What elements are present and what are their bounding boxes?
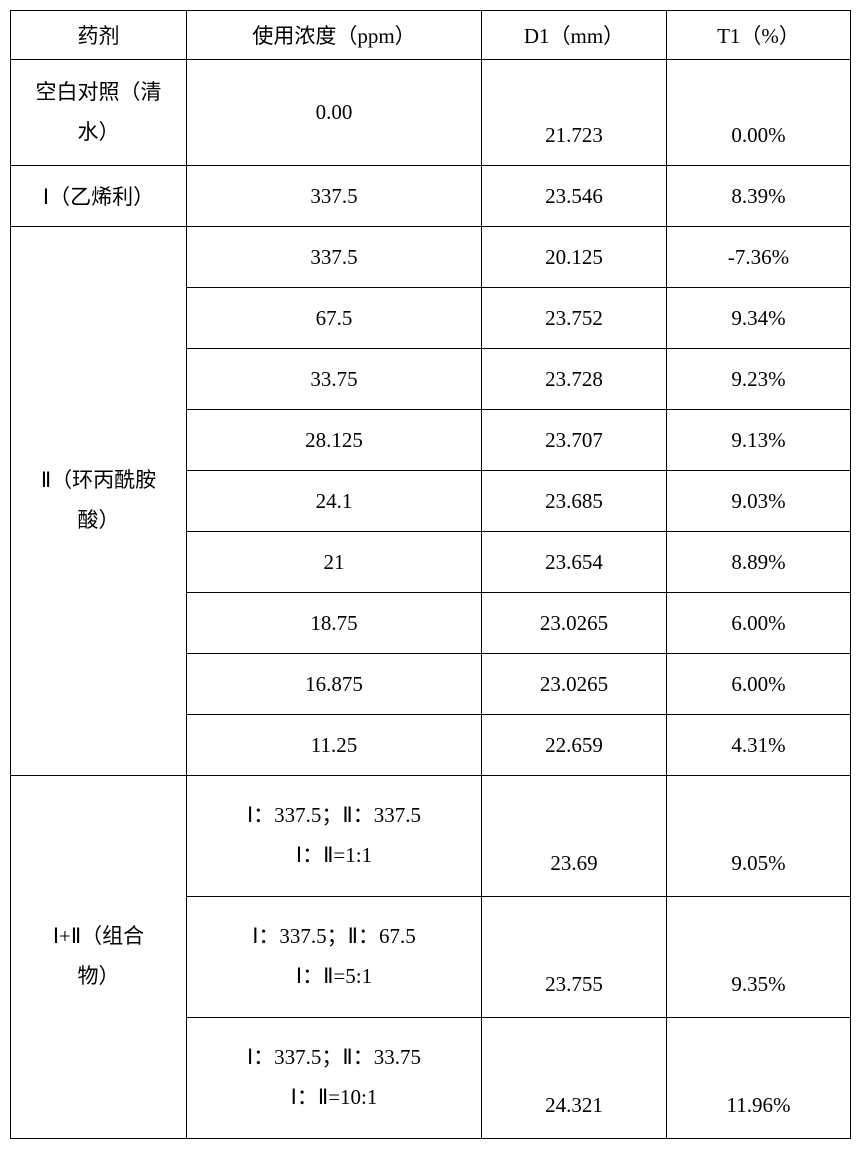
cell-d1: 22.659: [482, 715, 667, 776]
cell-conc: Ⅰ：337.5；Ⅱ：67.5 Ⅰ：Ⅱ=5:1: [187, 897, 482, 1018]
cell-agent: Ⅰ（乙烯利）: [11, 166, 187, 227]
text: Ⅰ：337.5；Ⅱ：337.5: [247, 803, 421, 827]
row-combo-0: Ⅰ+Ⅱ（组合 物） Ⅰ：337.5；Ⅱ：337.5 Ⅰ：Ⅱ=1:1 23.69 …: [11, 776, 851, 897]
cell-conc: 0.00: [187, 60, 482, 166]
cell-conc: 24.1: [187, 471, 482, 532]
row-i: Ⅰ（乙烯利） 337.5 23.546 8.39%: [11, 166, 851, 227]
text: Ⅰ：337.5；Ⅱ：33.75: [247, 1045, 421, 1069]
cell-t1: 9.23%: [667, 349, 851, 410]
cell-d1: 23.0265: [482, 654, 667, 715]
cell-conc: 21: [187, 532, 482, 593]
text: Ⅰ：Ⅱ=10:1: [291, 1085, 378, 1109]
cell-conc: 16.875: [187, 654, 482, 715]
row-ii-0: Ⅱ（环丙酰胺 酸） 337.5 20.125 -7.36%: [11, 227, 851, 288]
text: 酸）: [78, 508, 120, 532]
cell-d1: 20.125: [482, 227, 667, 288]
cell-d1: 23.755: [482, 897, 667, 1018]
header-t1: T1（%）: [667, 11, 851, 60]
cell-conc: 11.25: [187, 715, 482, 776]
cell-t1: 8.39%: [667, 166, 851, 227]
header-conc: 使用浓度（ppm）: [187, 11, 482, 60]
cell-d1: 23.654: [482, 532, 667, 593]
text: 物）: [78, 964, 120, 988]
cell-conc: 337.5: [187, 166, 482, 227]
cell-conc: 33.75: [187, 349, 482, 410]
cell-conc: 337.5: [187, 227, 482, 288]
header-d1: D1（mm）: [482, 11, 667, 60]
cell-t1: 9.35%: [667, 897, 851, 1018]
cell-t1: 11.96%: [667, 1018, 851, 1139]
text: Ⅰ：Ⅱ=1:1: [296, 843, 372, 867]
cell-conc: Ⅰ：337.5；Ⅱ：33.75 Ⅰ：Ⅱ=10:1: [187, 1018, 482, 1139]
cell-d1: 23.0265: [482, 593, 667, 654]
cell-d1: 23.685: [482, 471, 667, 532]
text: Ⅱ（环丙酰胺: [41, 468, 156, 492]
cell-t1: 0.00%: [667, 60, 851, 166]
cell-d1: 23.707: [482, 410, 667, 471]
data-table: 药剂 使用浓度（ppm） D1（mm） T1（%） 空白对照（清 水） 0.00…: [10, 10, 851, 1139]
text: Ⅰ：337.5；Ⅱ：67.5: [252, 924, 416, 948]
cell-d1: 24.321: [482, 1018, 667, 1139]
cell-agent-group-ii: Ⅱ（环丙酰胺 酸）: [11, 227, 187, 776]
cell-t1: 4.31%: [667, 715, 851, 776]
text: Ⅰ+Ⅱ（组合: [53, 924, 144, 948]
cell-agent-group-combo: Ⅰ+Ⅱ（组合 物）: [11, 776, 187, 1139]
cell-conc: 18.75: [187, 593, 482, 654]
cell-t1: -7.36%: [667, 227, 851, 288]
cell-t1: 9.13%: [667, 410, 851, 471]
cell-t1: 9.34%: [667, 288, 851, 349]
cell-t1: 6.00%: [667, 654, 851, 715]
cell-d1: 23.546: [482, 166, 667, 227]
cell-conc: 67.5: [187, 288, 482, 349]
cell-d1: 21.723: [482, 60, 667, 166]
cell-t1: 6.00%: [667, 593, 851, 654]
cell-conc: 28.125: [187, 410, 482, 471]
header-row: 药剂 使用浓度（ppm） D1（mm） T1（%）: [11, 11, 851, 60]
cell-d1: 23.69: [482, 776, 667, 897]
cell-t1: 8.89%: [667, 532, 851, 593]
cell-agent: 空白对照（清 水）: [11, 60, 187, 166]
cell-t1: 9.05%: [667, 776, 851, 897]
cell-t1: 9.03%: [667, 471, 851, 532]
cell-conc: Ⅰ：337.5；Ⅱ：337.5 Ⅰ：Ⅱ=1:1: [187, 776, 482, 897]
text: Ⅰ：Ⅱ=5:1: [296, 964, 372, 988]
row-blank: 空白对照（清 水） 0.00 21.723 0.00%: [11, 60, 851, 166]
cell-d1: 23.752: [482, 288, 667, 349]
cell-d1: 23.728: [482, 349, 667, 410]
text: 空白对照（清: [36, 80, 162, 104]
text: 水）: [78, 120, 120, 144]
header-agent: 药剂: [11, 11, 187, 60]
